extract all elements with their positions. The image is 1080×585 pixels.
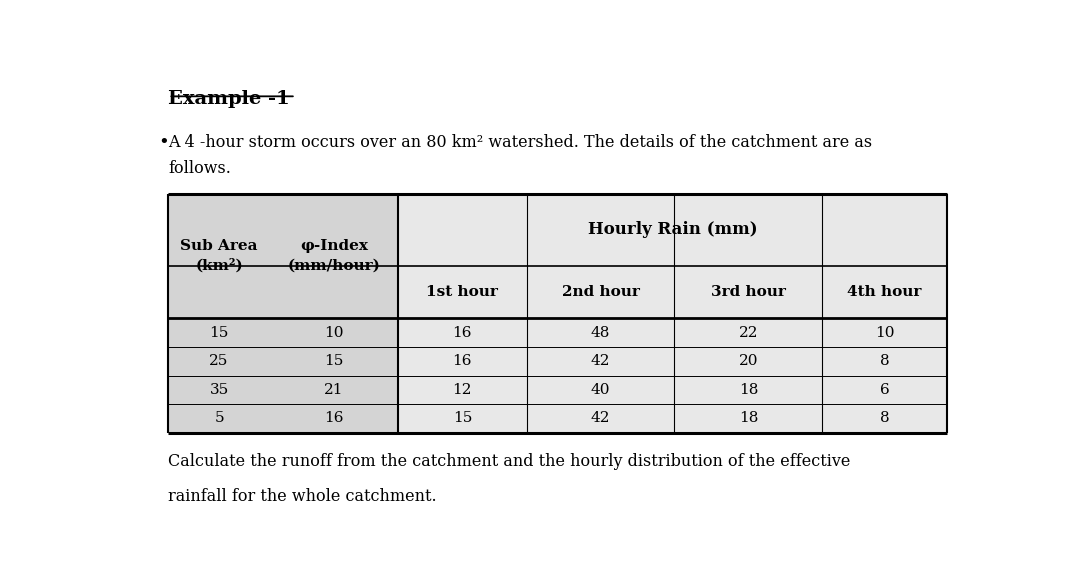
Text: 5: 5 bbox=[214, 411, 224, 425]
Text: 20: 20 bbox=[739, 354, 758, 368]
Text: 8: 8 bbox=[880, 411, 890, 425]
Text: 40: 40 bbox=[591, 383, 610, 397]
Text: 16: 16 bbox=[453, 354, 472, 368]
Text: 15: 15 bbox=[324, 354, 343, 368]
Text: •: • bbox=[159, 134, 170, 152]
Text: 8: 8 bbox=[880, 354, 890, 368]
Text: 18: 18 bbox=[739, 383, 758, 397]
Text: rainfall for the whole catchment.: rainfall for the whole catchment. bbox=[168, 488, 437, 505]
Text: A 4 -hour storm occurs over an 80 km² watershed. The details of the catchment ar: A 4 -hour storm occurs over an 80 km² wa… bbox=[168, 134, 873, 151]
Bar bbox=[399, 194, 947, 433]
Text: 15: 15 bbox=[453, 411, 472, 425]
Text: 10: 10 bbox=[875, 325, 894, 339]
Text: 4th hour: 4th hour bbox=[848, 285, 922, 299]
Text: Calculate the runoff from the catchment and the hourly distribution of the effec: Calculate the runoff from the catchment … bbox=[168, 453, 851, 470]
Text: 1st hour: 1st hour bbox=[427, 285, 498, 299]
Text: 42: 42 bbox=[591, 354, 610, 368]
Text: 21: 21 bbox=[324, 383, 343, 397]
Text: Example -1: Example -1 bbox=[168, 91, 291, 108]
Text: 10: 10 bbox=[324, 325, 343, 339]
Text: 22: 22 bbox=[739, 325, 758, 339]
Bar bbox=[168, 194, 399, 433]
Text: 18: 18 bbox=[739, 411, 758, 425]
Text: follows.: follows. bbox=[168, 160, 231, 177]
Text: 15: 15 bbox=[210, 325, 229, 339]
Text: 35: 35 bbox=[210, 383, 229, 397]
Text: Hourly Rain (mm): Hourly Rain (mm) bbox=[588, 221, 757, 238]
Text: 48: 48 bbox=[591, 325, 610, 339]
Text: 12: 12 bbox=[453, 383, 472, 397]
Text: 16: 16 bbox=[453, 325, 472, 339]
Text: 3rd hour: 3rd hour bbox=[711, 285, 786, 299]
Text: φ-Index
(mm/hour): φ-Index (mm/hour) bbox=[287, 239, 380, 273]
Text: 6: 6 bbox=[880, 383, 890, 397]
Text: 42: 42 bbox=[591, 411, 610, 425]
Text: 2nd hour: 2nd hour bbox=[562, 285, 639, 299]
Text: 25: 25 bbox=[210, 354, 229, 368]
Text: Sub Area
(km²): Sub Area (km²) bbox=[180, 239, 258, 273]
Text: 16: 16 bbox=[324, 411, 343, 425]
